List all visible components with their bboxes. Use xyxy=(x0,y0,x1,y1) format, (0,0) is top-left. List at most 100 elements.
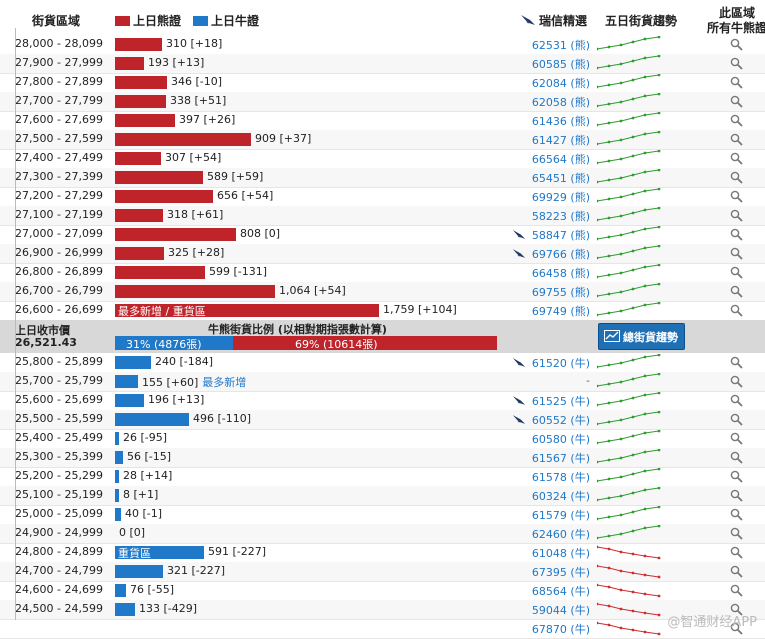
strike-range: 27,200 - 27,299 xyxy=(15,189,103,202)
strike-range: 28,000 - 28,099 xyxy=(15,37,103,50)
search-icon[interactable] xyxy=(730,304,743,317)
table-row: 25,500 - 25,599 496 [-110] 60552 (牛) xyxy=(0,410,765,430)
search-icon[interactable] xyxy=(730,565,743,578)
search-icon[interactable] xyxy=(730,95,743,108)
search-icon[interactable] xyxy=(730,228,743,241)
table-row: 27,800 - 27,899 346 [-10] 62084 (熊) xyxy=(0,73,765,93)
search-icon[interactable] xyxy=(730,603,743,616)
search-icon[interactable] xyxy=(730,489,743,502)
search-icon[interactable] xyxy=(730,451,743,464)
search-icon[interactable] xyxy=(730,432,743,445)
warrant-code-link[interactable]: 58223 (熊) xyxy=(531,210,590,223)
warrant-code-link[interactable]: 69749 (熊) xyxy=(531,305,590,318)
warrant-code-link[interactable]: 61525 (牛) xyxy=(531,395,590,408)
warrant-code-link[interactable]: 60324 (牛) xyxy=(531,490,590,503)
warrant-code-link[interactable]: 60552 (牛) xyxy=(531,414,590,427)
bull-bar xyxy=(115,451,123,464)
search-icon[interactable] xyxy=(730,266,743,279)
ubs-bird-icon xyxy=(512,415,526,424)
outstanding-value: 325 [+28] xyxy=(168,246,224,259)
warrant-code-link[interactable]: 62058 (熊) xyxy=(531,96,590,109)
trend-sparkline-up xyxy=(597,373,661,388)
table-row: 25,100 - 25,199 8 [+1] 60324 (牛) xyxy=(0,486,765,506)
search-icon[interactable] xyxy=(730,38,743,51)
table-row: 67870 (牛) xyxy=(0,619,765,639)
warrant-code-link[interactable]: 60585 (熊) xyxy=(531,58,590,71)
warrant-code-link[interactable]: 69755 (熊) xyxy=(531,286,590,299)
warrant-code-link[interactable]: 68564 (牛) xyxy=(531,585,590,598)
search-icon[interactable] xyxy=(730,413,743,426)
warrant-code-link[interactable]: 62460 (牛) xyxy=(531,528,590,541)
search-icon[interactable] xyxy=(730,622,743,635)
trend-sparkline-up xyxy=(597,302,661,317)
bar-label: 最多新增 / 重貨區 xyxy=(118,305,206,318)
search-icon[interactable] xyxy=(730,508,743,521)
search-icon[interactable] xyxy=(730,394,743,407)
search-icon[interactable] xyxy=(730,247,743,260)
outstanding-value: 656 [+54] xyxy=(217,189,273,202)
search-icon[interactable] xyxy=(730,356,743,369)
bar-label: 重貨區 xyxy=(118,547,151,560)
warrant-code-link[interactable]: 66564 (熊) xyxy=(531,153,590,166)
bear-bar xyxy=(115,190,213,203)
strike-range: 25,400 - 25,499 xyxy=(15,431,103,444)
search-icon[interactable] xyxy=(730,76,743,89)
warrant-code-link[interactable]: 61048 (牛) xyxy=(531,547,590,560)
warrant-code-link[interactable]: 62531 (熊) xyxy=(531,39,590,52)
outstanding-text: 599 [-131] xyxy=(209,265,268,278)
search-icon[interactable] xyxy=(730,285,743,298)
table-row: 26,600 - 26,699 最多新增 / 重貨區 1,759 [+104] 697… xyxy=(0,301,765,321)
search-icon[interactable] xyxy=(730,190,743,203)
close-value: 26,521.43 xyxy=(15,336,77,349)
search-icon[interactable] xyxy=(730,57,743,70)
search-icon[interactable] xyxy=(730,375,743,388)
search-icon[interactable] xyxy=(730,152,743,165)
strike-range: 25,700 - 25,799 xyxy=(15,374,103,387)
warrant-code-link[interactable]: 58847 (熊) xyxy=(531,229,590,242)
outstanding-text: 193 [+13] xyxy=(148,56,205,69)
warrant-code-link[interactable]: 61520 (牛) xyxy=(531,357,590,370)
bear-bar xyxy=(115,304,379,317)
search-icon[interactable] xyxy=(730,133,743,146)
strike-range: 25,100 - 25,199 xyxy=(15,488,103,501)
warrant-code-link[interactable]: 61427 (熊) xyxy=(531,134,590,147)
outstanding-text: 240 [-184] xyxy=(155,355,214,368)
search-icon[interactable] xyxy=(730,527,743,540)
warrant-code-link[interactable]: 61436 (熊) xyxy=(531,115,590,128)
trend-sparkline-up xyxy=(597,55,661,70)
table-row: 24,700 - 24,799 321 [-227] 67395 (牛) xyxy=(0,562,765,582)
warrant-code-link[interactable]: 61578 (牛) xyxy=(531,471,590,484)
warrant-code-link[interactable]: 61567 (牛) xyxy=(531,452,590,465)
bear-ratio-segment xyxy=(233,336,497,350)
strike-range: 27,800 - 27,899 xyxy=(15,75,103,88)
table-row: 24,600 - 24,699 76 [-55] 68564 (牛) xyxy=(0,581,765,601)
trend-sparkline-up xyxy=(597,36,661,51)
warrant-code-link[interactable]: 62084 (熊) xyxy=(531,77,590,90)
bull-bar xyxy=(115,413,189,426)
bear-bar xyxy=(115,285,275,298)
warrant-code-link[interactable]: 67870 (牛) xyxy=(531,623,590,636)
bear-bar xyxy=(115,228,236,241)
search-icon[interactable] xyxy=(730,584,743,597)
strike-range: 24,500 - 24,599 xyxy=(15,602,103,615)
table-row: 25,600 - 25,699 196 [+13] 61525 (牛) xyxy=(0,391,765,411)
warrant-code-link[interactable]: 69929 (熊) xyxy=(531,191,590,204)
search-icon[interactable] xyxy=(730,209,743,222)
search-icon[interactable] xyxy=(730,470,743,483)
warrant-code-link[interactable]: 66458 (熊) xyxy=(531,267,590,280)
warrant-code-link[interactable]: 65451 (熊) xyxy=(531,172,590,185)
strike-range: 25,300 - 25,399 xyxy=(15,450,103,463)
search-icon[interactable] xyxy=(730,114,743,127)
warrant-code-link[interactable]: 69766 (熊) xyxy=(531,248,590,261)
total-trend-button[interactable]: 總街貨趨勢 xyxy=(598,323,685,350)
bear-bar xyxy=(115,57,144,70)
strike-range: 27,000 - 27,099 xyxy=(15,227,103,240)
warrant-code-link[interactable]: 61579 (牛) xyxy=(531,509,590,522)
search-icon[interactable] xyxy=(730,546,743,559)
search-icon[interactable] xyxy=(730,171,743,184)
warrant-code-link[interactable]: 67395 (牛) xyxy=(531,566,590,579)
warrant-code-link[interactable]: 59044 (牛) xyxy=(531,604,590,617)
bull-bar xyxy=(115,432,119,445)
warrant-code-link[interactable]: 60580 (牛) xyxy=(531,433,590,446)
bull-bar xyxy=(115,375,138,388)
